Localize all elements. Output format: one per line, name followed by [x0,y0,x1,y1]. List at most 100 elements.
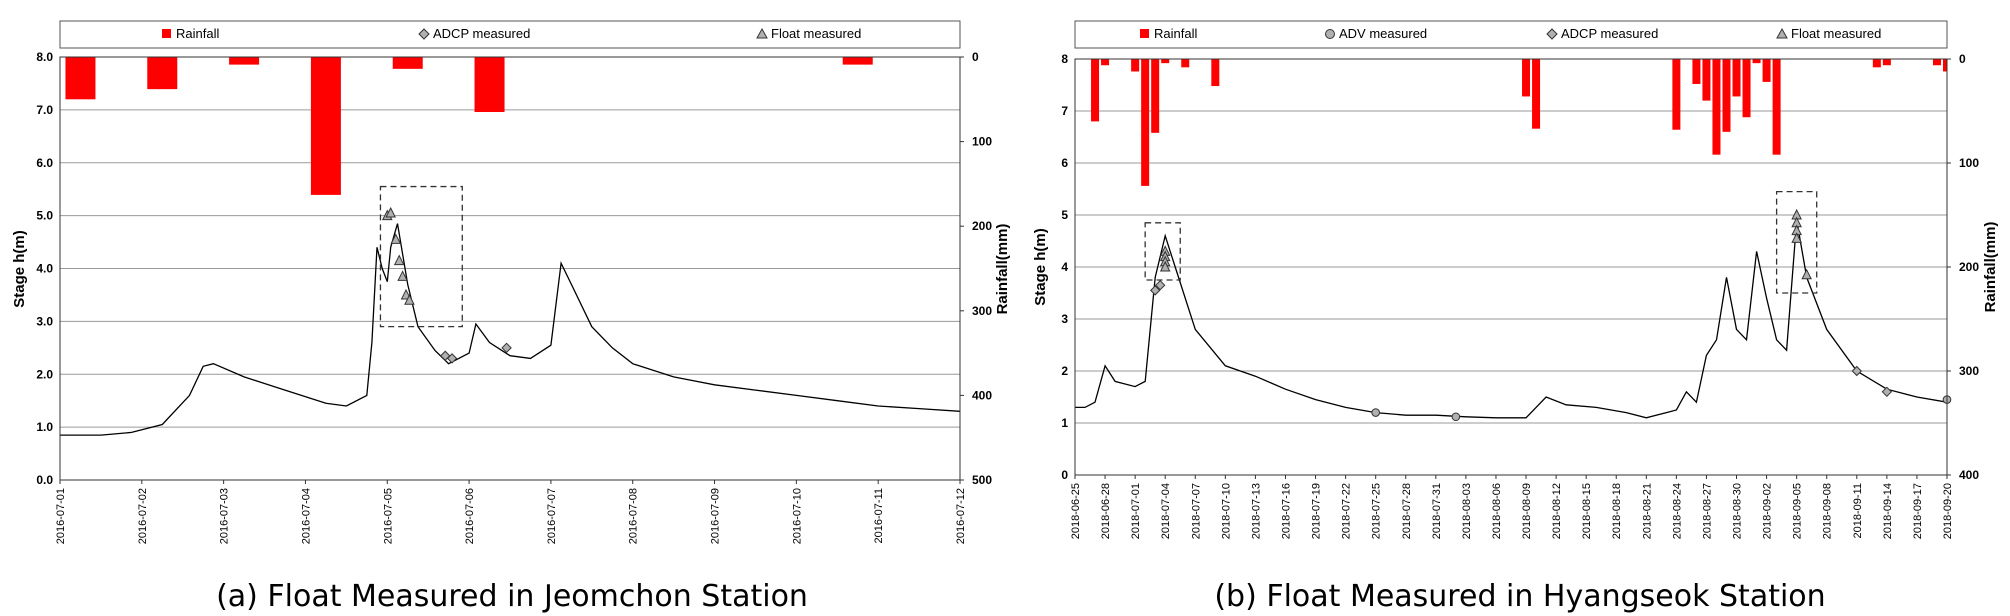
dashed-highlight-box [1144,222,1181,281]
y-tick-label: 7.0 [36,103,53,117]
x-tick-label: 2018-07-10 [1220,483,1232,539]
x-tick-label: 2018-08-18 [1611,483,1623,539]
y-tick-label: 3 [1061,312,1068,326]
chart-b-y2-tick-labels: 0 100 200 300 400 [1947,52,1979,482]
x-tick-label: 2018-08-09 [1521,483,1533,539]
rainfall-legend-swatch [162,29,171,38]
rainfall-bar [310,57,341,195]
chart-b-x-tick-labels: 2018-06-25 2018-06-28 2018-07-01 2018-07-04… [1070,475,1954,539]
adcp-measured-point [1881,386,1893,398]
chart-b-gridlines [1075,110,1947,424]
x-tick-label: 2018-08-30 [1732,483,1744,539]
chart-a-gridlines [60,109,960,428]
legend-label-float: Float measured [771,26,861,41]
rainfall-bar [1722,59,1731,132]
x-tick-label: 2018-06-25 [1070,483,1082,539]
chart-a-x-tick-labels: 2016-07-01 2016-07-02 2016-07-03 2016-07-04… [55,480,967,544]
adv-measured-point [1371,408,1380,417]
x-tick-label: 2018-08-27 [1701,483,1713,539]
float-measured-point [1801,268,1812,280]
y-tick-label: 5.0 [36,209,53,223]
chart-a-y2-axis-title: Rainfall(mm) [994,224,1011,315]
x-tick-label: 2018-07-28 [1401,483,1413,539]
adv-measured-point [1451,412,1461,422]
y2-tick-label: 100 [972,135,992,149]
x-tick-label: 2016-07-09 [710,488,722,544]
float-measured-point [390,233,402,244]
y2-tick-label: 400 [972,388,992,402]
y-tick-label: 6 [1061,156,1068,170]
legend-label-rainfall: Rainfall [176,26,219,41]
float-measured-point [404,294,415,305]
y-tick-label: 4 [1061,260,1068,274]
rainfall-bar [1522,59,1531,97]
rainfall-bar [1181,59,1190,68]
float-measured-point [1159,260,1171,272]
x-tick-label: 2018-09-20 [1942,483,1954,539]
rainfall-bar [392,57,423,69]
rainfall-bar [474,57,505,112]
y-tick-label: 5 [1061,208,1068,222]
x-tick-label: 2018-08-03 [1461,483,1473,539]
x-tick-label: 2016-07-11 [873,488,885,543]
x-tick-label: 2018-07-22 [1341,483,1353,539]
legend-label-adcp: ADCP measured [433,26,530,41]
legend-label-adcp: ADCP measured [1561,26,1658,41]
dashed-highlight-box [1775,190,1818,294]
adcp-measured-point [1149,285,1161,296]
x-tick-label: 2016-07-08 [628,488,640,544]
y-tick-label: 0 [1061,468,1068,482]
rainfall-bar [1882,59,1891,66]
rainfall-bar [1532,59,1541,129]
adcp-measured-point [501,342,512,354]
y2-tick-label: 300 [1959,364,1979,378]
x-tick-label: 2018-09-05 [1792,483,1804,539]
dashed-highlight-box [379,185,463,328]
chart-a-legend-box [59,20,961,49]
adcp-measured-point [1851,365,1862,377]
x-tick-label: 2016-07-12 [955,488,967,544]
y2-tick-label: 400 [1959,468,1979,482]
legend-label-rainfall: Rainfall [1154,26,1197,41]
diamond-legend-icon [1546,28,1558,40]
x-tick-label: 2018-07-07 [1190,483,1202,539]
chart-a-plot-frame [59,56,961,481]
chart-a-dashed-boxes [379,185,463,328]
x-tick-label: 2018-09-02 [1762,483,1774,539]
y-tick-label: 1.0 [36,420,53,434]
rainfall-bar [1742,59,1751,118]
float-measured-point [1791,232,1802,243]
rainfall-bar [1702,59,1711,101]
y-tick-label: 6.0 [36,156,53,170]
x-tick-label: 2018-09-17 [1912,483,1924,539]
rainfall-bar [1932,59,1941,66]
chart-a-stage-line [60,223,960,436]
circle-legend-icon [1325,29,1335,39]
rainfall-bar [65,57,96,100]
chart-a-y2-tick-labels: 0 100 200 300 400 500 [960,50,992,487]
chart-b-legend-box [1074,20,1948,49]
x-tick-label: 2018-08-21 [1641,483,1653,539]
y-tick-label: 4.0 [36,262,53,276]
triangle-legend-icon [756,27,768,39]
x-tick-label: 2018-07-01 [1130,483,1142,539]
chart-a-y-tick-labels: 0.0 1.0 2.0 3.0 4.0 5.0 6.0 7.0 8.0 [36,50,53,487]
x-tick-label: 2018-07-04 [1160,483,1172,539]
chart-a-y-axis-title: Stage h(m) [11,230,28,308]
rainfall-bar [1131,59,1140,72]
legend-label-adv: ADV measured [1339,26,1427,41]
rainfall-bar [229,57,260,65]
x-tick-label: 2018-07-13 [1250,483,1262,539]
y2-tick-label: 500 [972,473,992,487]
rainfall-bar [147,57,178,90]
chart-b-legend: Rainfall ADV measured ADCP measured Floa… [1140,26,1881,41]
rainfall-bar [1211,59,1220,87]
rainfall-bar [1101,59,1110,66]
y2-tick-label: 300 [972,304,992,318]
legend-label-float: Float measured [1791,26,1881,41]
diamond-legend-icon [418,28,430,40]
x-tick-label: 2018-08-06 [1491,483,1503,539]
rainfall-bar [1732,59,1741,97]
y-tick-label: 2.0 [36,367,53,381]
